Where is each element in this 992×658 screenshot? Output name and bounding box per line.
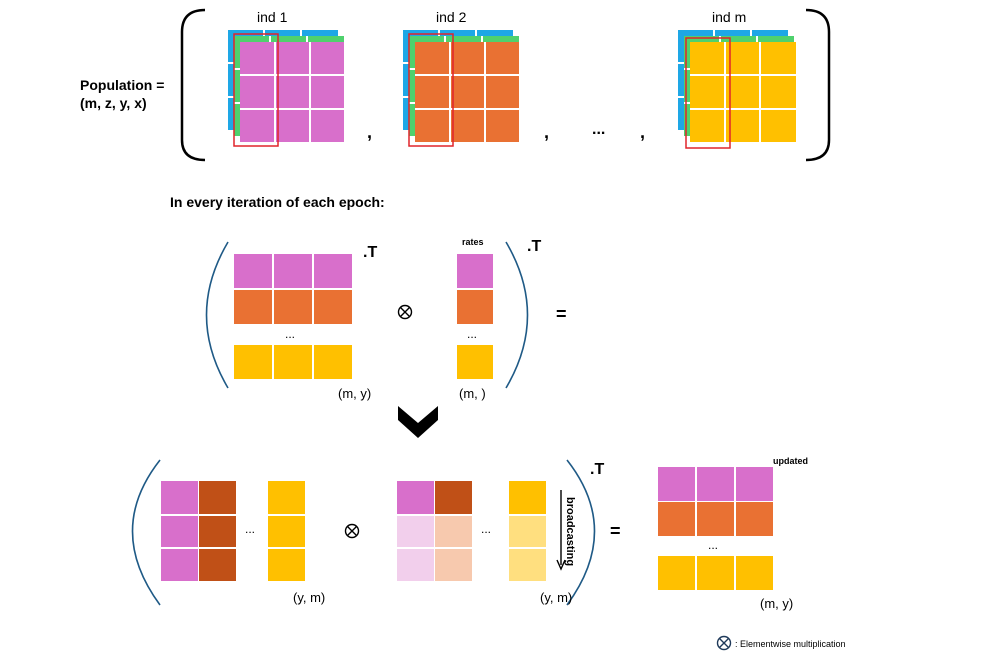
matrix-col-ellipsis: ... — [245, 522, 255, 536]
individual-2-label: ind 2 — [436, 9, 467, 25]
population-right-bracket — [805, 8, 831, 162]
left-paren — [131, 459, 161, 606]
right-paren — [505, 241, 529, 389]
broadcast-rates-matrix — [397, 481, 546, 581]
individual-2-tensor — [403, 30, 519, 147]
elementwise-op-icon — [397, 304, 413, 320]
individual-m-tensor — [678, 30, 796, 149]
slice-highlight-box — [408, 33, 454, 147]
elementwise-op-icon — [344, 523, 360, 539]
left-paren — [205, 241, 229, 389]
individual-1-tensor — [228, 30, 344, 147]
matrix-row-ellipsis: ... — [708, 538, 718, 552]
slice-highlight-box — [233, 33, 279, 147]
matrix-col-ellipsis: ... — [481, 522, 491, 536]
right-shape-label: (m, ) — [459, 386, 486, 401]
elementwise-legend-icon — [716, 635, 732, 651]
vector-row-ellipsis: ... — [467, 327, 477, 341]
transpose-label: .T — [363, 244, 377, 261]
down-arrow-icon — [398, 406, 438, 438]
broadcasting-label: broadcasting — [564, 497, 576, 566]
transpose-label: .T — [590, 461, 604, 478]
rates-label: rates — [462, 237, 484, 247]
population-label: Population = — [80, 77, 164, 93]
separator-comma: , — [640, 122, 645, 142]
updated-matrix — [658, 467, 773, 590]
individual-m-label: ind m — [712, 9, 746, 25]
population-ellipsis: ... — [592, 121, 605, 138]
individual-1-label: ind 1 — [257, 9, 288, 25]
slice-matrix-m-by-y — [234, 254, 352, 379]
population-shape: (m, z, y, x) — [80, 95, 147, 111]
separator-comma: , — [367, 122, 372, 142]
updated-label: updated — [773, 456, 808, 466]
transpose-label: .T — [527, 238, 541, 255]
transposed-matrix-y-by-m — [161, 481, 305, 581]
right-shape-label: (y, m) — [540, 590, 572, 605]
matrix-row-ellipsis: ... — [285, 327, 295, 341]
iteration-heading: In every iteration of each epoch: — [170, 194, 385, 210]
slice-highlight-box — [685, 37, 731, 149]
separator-comma: , — [544, 122, 549, 142]
legend-text: : Elementwise multiplication — [735, 639, 846, 649]
equals-sign: = — [610, 521, 621, 541]
left-shape-label: (y, m) — [293, 590, 325, 605]
equals-sign: = — [556, 304, 567, 324]
rates-vector — [457, 254, 493, 379]
right-paren — [566, 459, 596, 606]
updated-shape-label: (m, y) — [760, 596, 793, 611]
population-left-bracket — [180, 8, 206, 162]
left-shape-label: (m, y) — [338, 386, 371, 401]
